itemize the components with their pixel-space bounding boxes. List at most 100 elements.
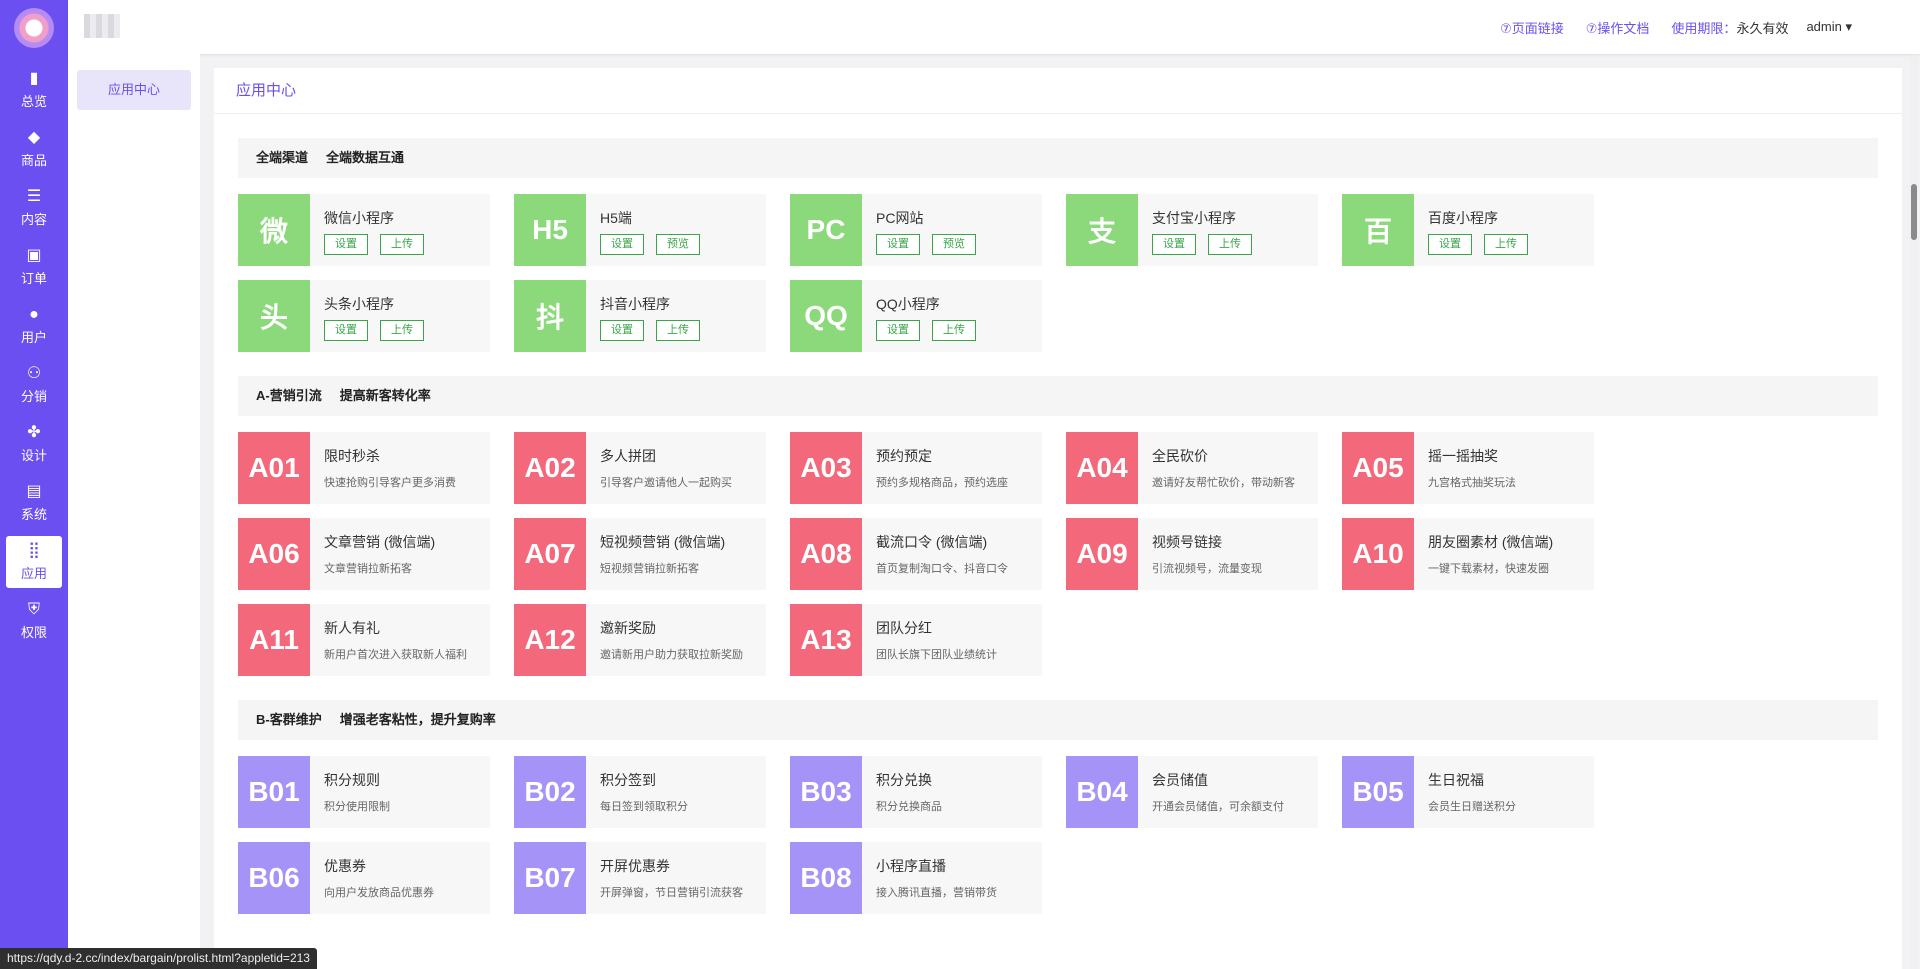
app-logo[interactable] [14,8,54,48]
action-button[interactable]: 上传 [1484,234,1528,255]
app-section: B-客群维护 增强老客粘性，提升复购率 B01 积分规则 积分使用限制 B02 积分签到 每日… [238,700,1878,914]
action-button[interactable]: 上传 [656,320,700,341]
nav-item-3[interactable]: ▣ 订单 [6,241,62,293]
app-card[interactable]: A05 摇一摇抽奖 九宫格式抽奖玩法 [1342,432,1594,504]
app-info: 开屏优惠券 开屏弹窗，节日营销引流获客 [586,842,743,914]
app-card[interactable]: A13 团队分红 团队长旗下团队业绩统计 [790,604,1042,676]
settings-button[interactable]: 设置 [1152,234,1196,255]
store-icon: ▤ [26,483,42,500]
nav-item-8[interactable]: ⣿ 应用 [6,536,62,588]
app-description: 新用户首次进入获取新人福利 [324,649,467,661]
app-badge: 抖 [514,280,586,352]
app-card[interactable]: A07 短视频营销 (微信端) 短视频营销拉新拓客 [514,518,766,590]
settings-button[interactable]: 设置 [876,234,920,255]
nav-item-label: 应用 [20,566,47,581]
settings-button[interactable]: 设置 [876,320,920,341]
app-card[interactable]: A10 朋友圈素材 (微信端) 一键下载素材，快速发圈 [1342,518,1594,590]
app-badge: A11 [238,604,310,676]
app-card[interactable]: QQ QQ小程序 设置 上传 [790,280,1042,352]
nav-item-4[interactable]: ● 用户 [6,300,62,352]
page-scrollbar[interactable] [1910,56,1918,969]
app-description: 开屏弹窗，节日营销引流获客 [600,887,743,899]
usage-term-label: 使用期限： [1671,20,1737,36]
app-name: 积分规则 [324,772,380,788]
nav-item-2[interactable]: ☰ 内容 [6,182,62,234]
sub-item-app-center[interactable]: 应用中心 [77,70,191,110]
nav-item-1[interactable]: ◆ 商品 [6,123,62,175]
docs-link[interactable]: ⑦操作文档 [1585,20,1650,36]
app-name: 文章营销 (微信端) [324,534,436,550]
app-name: 优惠券 [324,858,366,874]
main-nav: ▮ 总览 ◆ 商品 ☰ 内容 ▣ 订单 ● 用户 ⚇ 分销 ✤ 设计 ▤ 系统 ⣿ 应用 ⛨ 权限 [0,64,68,647]
nav-item-label: 分销 [20,389,47,404]
app-card[interactable]: A06 文章营销 (微信端) 文章营销拉新拓客 [238,518,490,590]
app-actions: 设置 上传 [324,320,436,341]
main-nav-rail: ▮ 总览 ◆ 商品 ☰ 内容 ▣ 订单 ● 用户 ⚇ 分销 ✤ 设计 ▤ 系统 ⣿ 应用 ⛨ 权限 [0,0,68,969]
app-card[interactable]: A01 限时秒杀 快速抢购引导客户更多消费 [238,432,490,504]
page-link[interactable]: ⑦页面链接 [1500,20,1564,36]
app-info: 朋友圈素材 (微信端) 一键下载素材，快速发圈 [1414,518,1553,590]
app-info: 截流口令 (微信端) 首页复制淘口令、抖音口令 [862,518,1008,590]
app-card[interactable]: B01 积分规则 积分使用限制 [238,756,490,828]
app-card[interactable]: B07 开屏优惠券 开屏弹窗，节日营销引流获客 [514,842,766,914]
app-card[interactable]: 微微信小程序 设置 上传 [238,194,490,266]
action-button[interactable]: 上传 [380,234,424,255]
settings-button[interactable]: 设置 [324,320,368,341]
app-card[interactable]: 支支付宝小程序 设置 上传 [1066,194,1318,266]
settings-button[interactable]: 设置 [1428,234,1472,255]
app-card[interactable]: H5 H5端 设置 预览 [514,194,766,266]
nav-item-9[interactable]: ⛨ 权限 [6,595,62,647]
app-card[interactable]: A03 预约预定预约多规格商品，预约选座 [790,432,1042,504]
app-description: 预约多规格商品，预约选座 [876,477,1008,489]
app-info: 支付宝小程序 设置 上传 [1138,194,1264,266]
settings-button[interactable]: 设置 [600,234,644,255]
settings-button[interactable]: 设置 [600,320,644,341]
app-description: 积分使用限制 [324,801,390,813]
app-card[interactable]: A12 邀新奖励 邀请新用户助力获取拉新奖励 [514,604,766,676]
app-card[interactable]: 抖抖音小程序 设置 上传 [514,280,766,352]
app-card[interactable]: B02 积分签到 每日签到领取积分 [514,756,766,828]
app-card[interactable]: B08 小程序直播 接入腾讯直播，营销带货 [790,842,1042,914]
sections-container: 全端渠道 全端数据互通微微信小程序 设置 上传 H5 H5端 设置 预览 PC PC网站 设置 预览支… [214,138,1902,914]
app-description: 引流视频号，流量变现 [1152,563,1262,575]
section-heading-text: 提高新客转化率 [339,388,431,403]
action-button[interactable]: 预览 [656,234,700,255]
nav-item-7[interactable]: ▤ 系统 [6,477,62,529]
app-badge: A05 [1342,432,1414,504]
app-card[interactable]: A08 截流口令 (微信端) 首页复制淘口令、抖音口令 [790,518,1042,590]
settings-button[interactable]: 设置 [324,234,368,255]
app-card[interactable]: A09 视频号链接 引流视频号，流量变现 [1066,518,1318,590]
user-menu[interactable]: admin ▾ [1806,19,1852,34]
nav-item-0[interactable]: ▮ 总览 [6,64,62,116]
action-button[interactable]: 预览 [932,234,976,255]
app-name: 预约预定 [876,448,932,464]
app-card[interactable]: B03 积分兑换 积分兑换商品 [790,756,1042,828]
app-badge: A03 [790,432,862,504]
app-badge: A08 [790,518,862,590]
app-card[interactable]: B05 生日祝福 会员生日赠送积分 [1342,756,1594,828]
section-heading-text: 全端数据互通 [326,150,405,165]
app-info: H5端 设置 预览 [586,194,712,266]
nav-item-6[interactable]: ✤ 设计 [6,418,62,470]
app-card[interactable]: PC PC网站 设置 预览 [790,194,1042,266]
app-card[interactable]: A02 多人拼团 引导客户邀请他人一起购买 [514,432,766,504]
action-button[interactable]: 上传 [1208,234,1252,255]
app-info: PC网站 设置 预览 [862,194,988,266]
app-name: 摇一摇抽奖 [1428,448,1498,464]
nav-item-5[interactable]: ⚇ 分销 [6,359,62,411]
app-card[interactable]: B06 优惠券 向用户发放商品优惠券 [238,842,490,914]
app-card[interactable]: B04 会员储值 开通会员储值，可余额支付 [1066,756,1318,828]
app-card[interactable]: A11 新人有礼 新用户首次进入获取新人福利 [238,604,490,676]
app-card[interactable]: 头头条小程序 设置 上传 [238,280,490,352]
action-button[interactable]: 上传 [380,320,424,341]
list-icon: ☰ [26,188,42,205]
scrollbar-thumb[interactable] [1911,184,1917,240]
app-info: 积分规则积分使用限制 [310,756,390,828]
app-card[interactable]: 百百度小程序 设置 上传 [1342,194,1594,266]
app-card-grid: A01 限时秒杀 快速抢购引导客户更多消费 A02 多人拼团 引导客户邀请他人一起购买 A0… [238,432,1878,676]
app-card[interactable]: A04 全民砍价 邀请好友帮忙砍价，带动新客 [1066,432,1318,504]
app-badge: 百 [1342,194,1414,266]
app-badge: B03 [790,756,862,828]
action-button[interactable]: 上传 [932,320,976,341]
users-icon: ⚇ [26,365,42,382]
